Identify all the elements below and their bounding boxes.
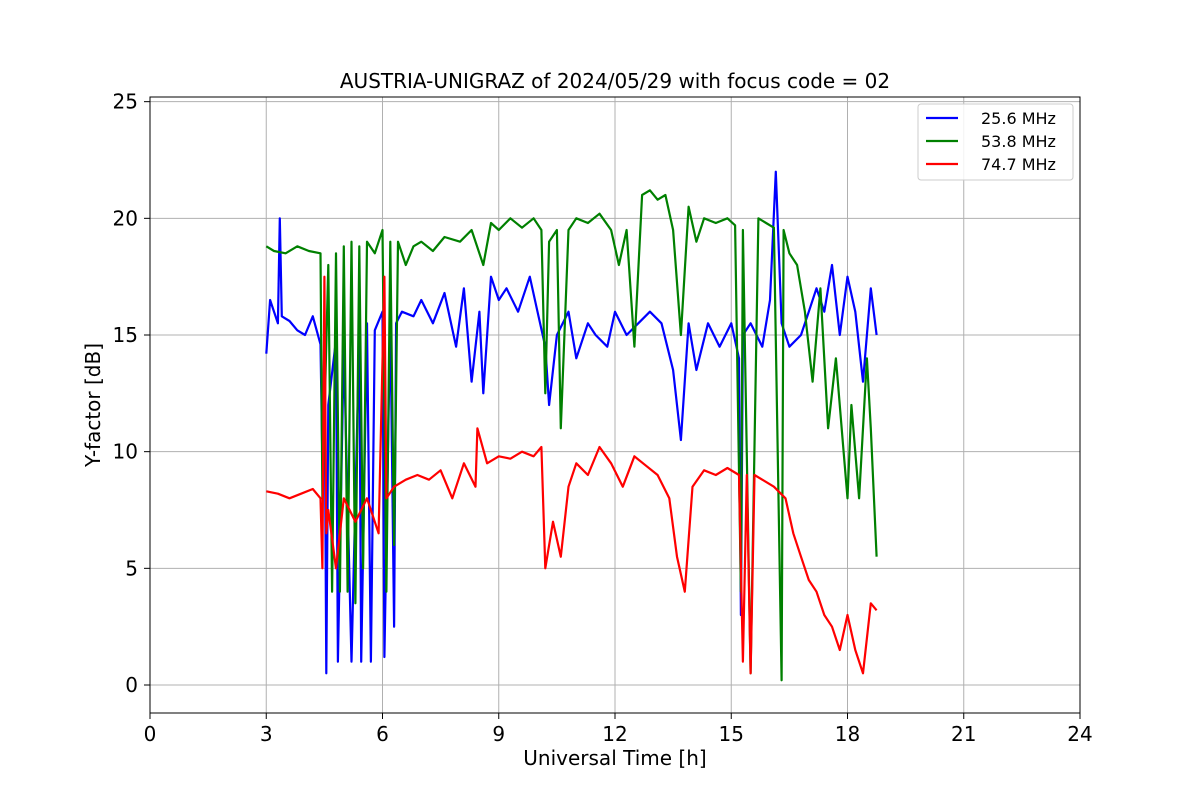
- legend-label: 74.7 MHz: [981, 155, 1056, 174]
- y-tick-label: 10: [113, 440, 138, 464]
- y-axis-label: Y-factor [dB]: [81, 343, 105, 468]
- y-tick-label: 0: [125, 673, 138, 697]
- x-tick-label: 21: [951, 722, 976, 746]
- x-tick-label: 3: [260, 722, 273, 746]
- x-tick-label: 24: [1067, 722, 1092, 746]
- y-tick-label: 15: [113, 323, 138, 347]
- x-axis-label: Universal Time [h]: [523, 746, 706, 770]
- series-line-3: [266, 275, 878, 675]
- legend-box: [917, 103, 1074, 181]
- series-layer: [265, 170, 878, 682]
- x-tick-label: 12: [602, 722, 627, 746]
- x-tick-label: 18: [835, 722, 860, 746]
- y-tick-label: 25: [113, 90, 138, 114]
- x-tick-label: 6: [376, 722, 389, 746]
- legend-label: 25.6 MHz: [981, 109, 1056, 128]
- x-tick-label: 0: [144, 722, 157, 746]
- x-tick-label: 9: [492, 722, 505, 746]
- legend: 25.6 MHz 53.8 MHz 74.7 MHz: [917, 103, 1074, 181]
- y-tick-label: 5: [125, 556, 138, 580]
- series-line-2: [265, 189, 878, 682]
- ticks: 0 3 6 9 12 15 18 21 24 0 5 10 15 20 25: [113, 90, 1093, 746]
- x-tick-label: 15: [719, 722, 744, 746]
- chart-title: AUSTRIA-UNIGRAZ of 2024/05/29 with focus…: [340, 69, 890, 93]
- y-tick-label: 20: [113, 206, 138, 230]
- legend-label: 53.8 MHz: [981, 132, 1056, 151]
